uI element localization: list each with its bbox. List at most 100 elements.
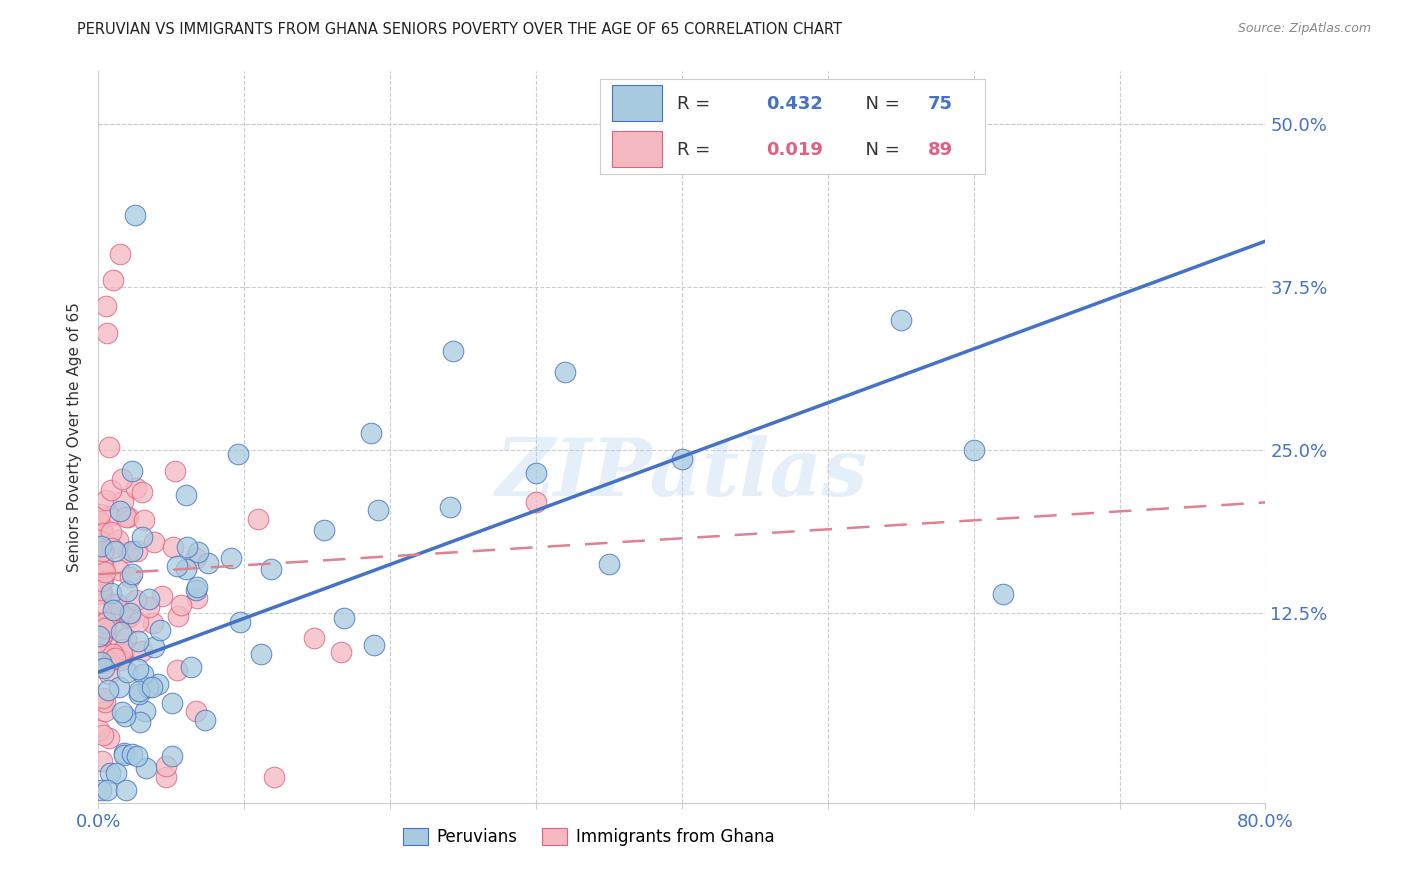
Point <box>94 695 117 709</box>
Point <box>134 704 156 718</box>
Point <box>121 566 143 581</box>
Point <box>111 705 134 719</box>
Point <box>97 654 120 668</box>
Point <box>97 682 120 697</box>
Point <box>94 300 117 314</box>
Point <box>118 610 141 624</box>
Point <box>94 492 117 507</box>
Point <box>112 748 135 763</box>
Point <box>127 615 149 630</box>
Point <box>110 504 132 518</box>
Point <box>128 687 150 701</box>
Point <box>93 620 115 634</box>
Point <box>125 481 148 495</box>
Point <box>260 562 283 576</box>
Point <box>991 587 1014 601</box>
Point <box>100 541 122 555</box>
Point <box>90 583 112 598</box>
Point <box>89 507 111 521</box>
Point <box>166 559 188 574</box>
Point <box>360 425 382 440</box>
Point <box>142 640 165 655</box>
Point <box>96 632 118 647</box>
Point <box>93 661 115 675</box>
Point <box>184 583 207 598</box>
Point <box>524 495 547 509</box>
Point <box>110 625 132 640</box>
Point <box>131 530 153 544</box>
Point <box>165 464 187 478</box>
Point <box>117 583 139 598</box>
Point <box>174 562 197 576</box>
Point <box>91 627 114 641</box>
Point <box>110 247 132 261</box>
Point <box>132 667 155 681</box>
Point <box>96 326 118 340</box>
Point <box>89 533 111 547</box>
Point <box>554 365 576 379</box>
Point <box>90 754 112 768</box>
Point <box>87 723 110 737</box>
Point <box>101 602 124 616</box>
Point <box>107 533 129 548</box>
Text: ZIPatlas: ZIPatlas <box>496 435 868 512</box>
Point <box>333 611 356 625</box>
Point <box>439 500 461 514</box>
Point <box>97 652 120 666</box>
Point <box>962 443 984 458</box>
Point <box>103 597 125 611</box>
Point <box>100 524 122 539</box>
Point <box>114 709 136 723</box>
Point <box>131 484 153 499</box>
Point <box>125 544 148 558</box>
Point <box>180 659 202 673</box>
Point <box>117 544 139 558</box>
Point <box>97 508 120 523</box>
Point <box>187 545 209 559</box>
Point <box>100 483 122 497</box>
Point <box>104 544 127 558</box>
Point <box>124 208 146 222</box>
Legend: Peruvians, Immigrants from Ghana: Peruvians, Immigrants from Ghana <box>396 822 780 853</box>
Point <box>141 681 163 695</box>
Point <box>98 667 121 681</box>
Point <box>186 704 208 718</box>
Point <box>93 596 115 610</box>
Point <box>226 447 249 461</box>
Point <box>890 312 912 326</box>
Point <box>90 655 112 669</box>
Point <box>186 580 208 594</box>
Point <box>121 464 143 478</box>
Point <box>160 749 183 764</box>
Point <box>160 696 183 710</box>
Point <box>104 651 127 665</box>
Point <box>115 782 138 797</box>
Point <box>118 608 141 623</box>
Point <box>304 631 326 645</box>
Point <box>112 641 135 656</box>
Point <box>263 770 285 784</box>
Point <box>138 591 160 606</box>
Point <box>174 488 197 502</box>
Point <box>112 746 135 760</box>
Point <box>89 648 111 662</box>
Point <box>118 570 141 584</box>
Point <box>155 770 177 784</box>
Point <box>107 563 129 577</box>
Point <box>314 523 336 537</box>
Point <box>98 766 121 780</box>
Point <box>166 609 188 624</box>
Point <box>98 731 121 746</box>
Point <box>247 511 270 525</box>
Point <box>91 525 114 540</box>
Point <box>100 585 122 599</box>
Point <box>89 528 111 542</box>
Point <box>671 452 693 467</box>
Y-axis label: Seniors Poverty Over the Age of 65: Seniors Poverty Over the Age of 65 <box>67 302 83 572</box>
Point <box>110 653 132 667</box>
Point <box>104 766 127 780</box>
Point <box>108 681 131 695</box>
Point <box>90 640 112 655</box>
Point <box>162 540 184 554</box>
Point <box>128 684 150 698</box>
